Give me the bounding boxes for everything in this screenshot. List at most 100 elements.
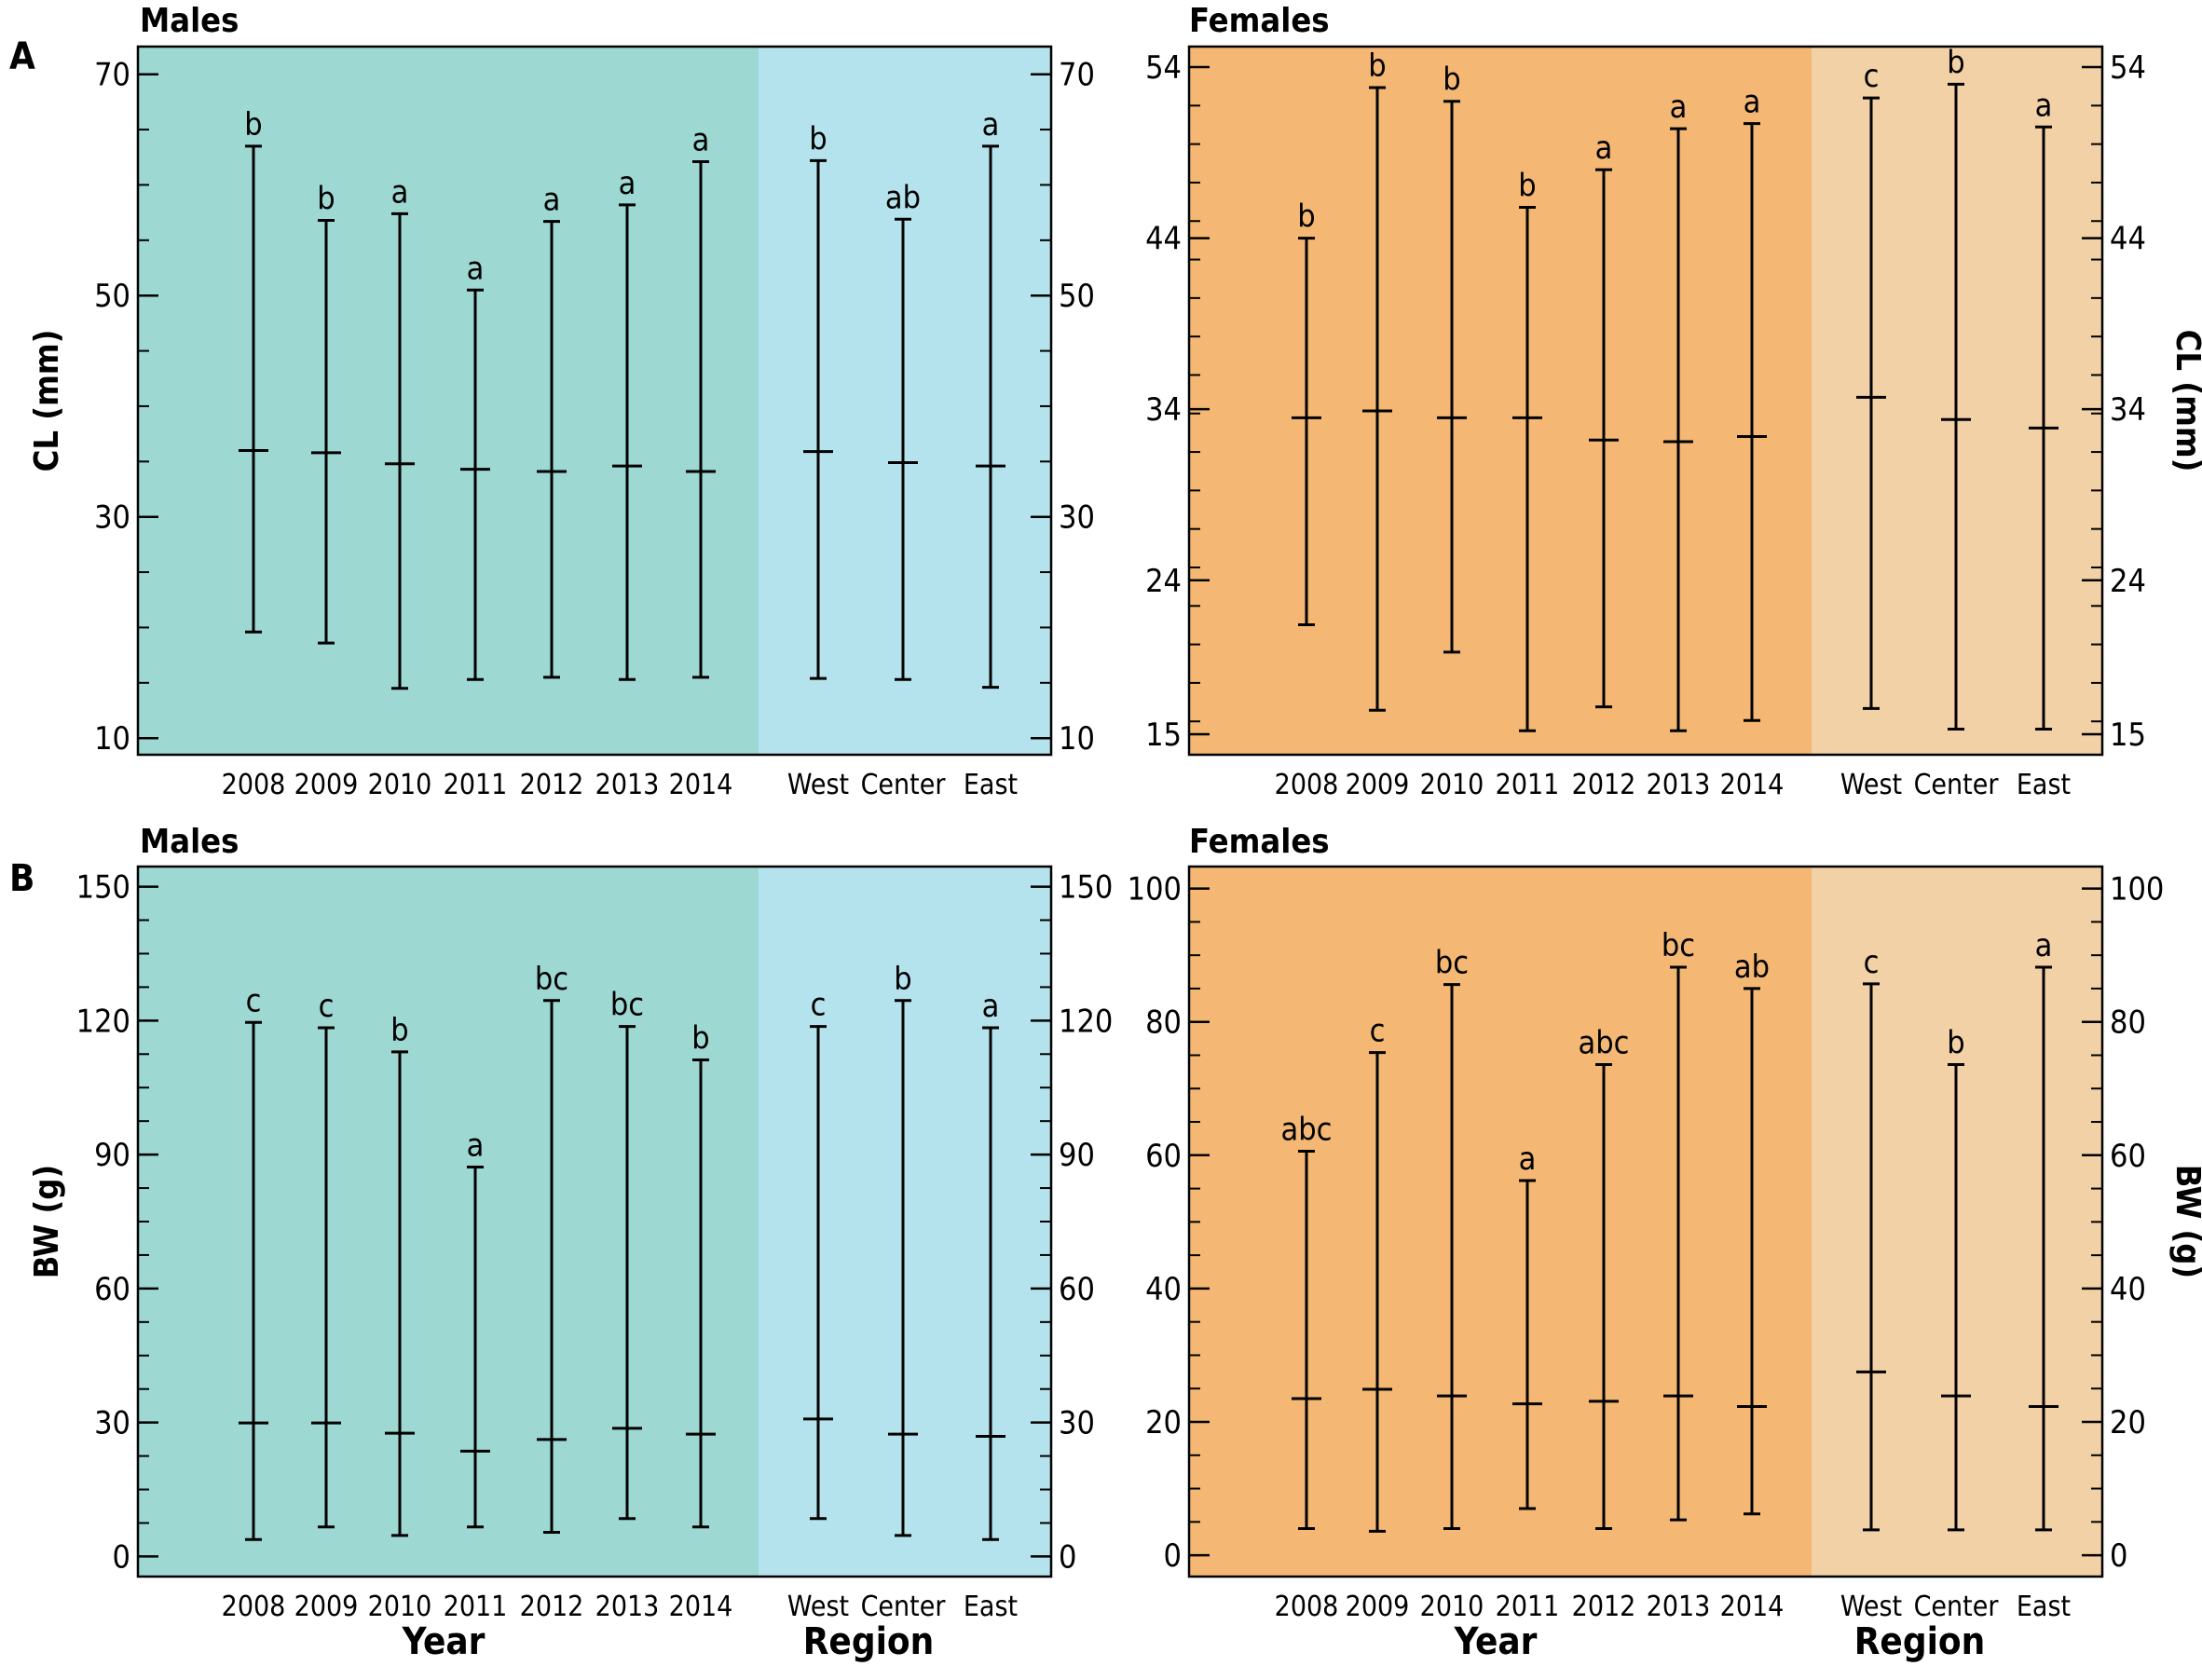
b-males-range-bar-west: c [803,987,833,1521]
chart-a-males: Males 10 10 30 30 50 50 70 70 CL (mm) b 2008 b 2009 a 2… [28,2,1095,801]
b-males-range-bar-2011: a [460,1127,490,1529]
a-males-range-bar-2008: b [239,106,268,634]
a-females-category-label-west: West [1840,769,1902,801]
significance-label: b [244,106,262,143]
b-males-category-label-2009: 2009 [294,1591,359,1623]
b-females-category-label-2009: 2009 [1346,1591,1410,1623]
significance-label: b [1947,1025,1964,1062]
a-females-range-bar-2008: b [1292,198,1321,626]
b-females-category-label-2012: 2012 [1572,1591,1636,1623]
a-males-region-background [759,47,1051,755]
b-males-category-label-2010: 2010 [368,1591,432,1623]
b-males-category-label-center: Center [861,1591,947,1623]
significance-label: c [1864,944,1880,981]
b-females-range-bar-2010: bc [1435,945,1469,1530]
a-males-year-background [138,47,759,755]
b-males-range-bar-2012: bc [535,961,568,1535]
b-females-range-bar-2011: a [1512,1140,1542,1510]
b-males-ytick-label-left: 0 [113,1538,130,1576]
significance-label: c [319,988,335,1025]
significance-label: b [691,1020,709,1058]
b-males-ylabel: BW (g) [28,1165,66,1279]
a-males-category-label-2014: 2014 [669,769,733,801]
a-females-range-bar-2011: b [1512,168,1542,732]
a-males-category-label-2010: 2010 [368,769,432,801]
a-males-ytick-label-left: 10 [94,720,130,758]
chart-b-males: Males 0 0 30 30 60 60 90 90 120 120 150 150 BW (g) c 20… [28,823,1113,1623]
a-females-ytick-label-left: 44 [1145,221,1182,258]
panel-letter-a: A [9,35,35,78]
b-males-region-background [759,867,1051,1577]
b-females-category-label-2010: 2010 [1420,1591,1484,1623]
b-females-ytick-label-right: 0 [2110,1537,2127,1575]
b-males-ytick-label-left: 150 [76,869,130,907]
b-females-range-bar-2013: bc [1662,927,1695,1522]
a-males-ytick-label-right: 70 [1059,57,1095,94]
b-males-ytick-label-left: 30 [94,1405,130,1442]
b-females-category-label-2011: 2011 [1496,1591,1560,1623]
significance-label: c [1864,58,1880,95]
b-females-range-bar-2009: c [1362,1013,1392,1533]
a-males-category-label-2012: 2012 [520,769,584,801]
significance-label: b [1947,44,1964,81]
b-females-year-background [1189,867,1812,1577]
significance-label: a [2035,87,2053,124]
a-females-category-label-2012: 2012 [1572,769,1636,801]
a-males-category-label-2013: 2013 [595,769,660,801]
b-females-category-label-east: East [2017,1591,2071,1623]
b-females-ytick-label-left: 80 [1145,1004,1182,1042]
significance-label: bc [610,987,644,1024]
a-females-category-label-2008: 2008 [1275,769,1339,801]
a-females-category-label-2014: 2014 [1720,769,1785,801]
significance-label: a [1744,84,1761,121]
b-males-ytick-label-left: 120 [76,1003,130,1040]
b-females-ytick-label-left: 100 [1128,871,1182,908]
b-males-range-bar-2009: c [311,988,341,1529]
a-males-plot-frame [136,45,1053,757]
b-males-ytick-label-left: 90 [94,1137,130,1174]
b-females-ytick-label-right: 60 [2110,1138,2146,1175]
significance-label: bc [1662,927,1695,964]
a-females-range-bar-2013: a [1663,89,1693,732]
significance-label: bc [1435,945,1469,982]
a-males-ytick-label-left: 50 [94,278,130,315]
significance-label: a [982,988,1000,1025]
b-males-ytick-label-right: 120 [1059,1003,1113,1040]
a-males-range-bar-2012: a [537,182,567,679]
significance-label: b [1297,198,1315,236]
significance-label: a [2035,927,2053,964]
significance-label: b [1368,48,1386,85]
group-label-year-left: Year [402,1620,486,1663]
significance-label: a [467,250,485,287]
significance-label: a [543,182,561,219]
b-females-range-bar-2008: abc [1281,1112,1332,1530]
b-males-ytick-label-left: 60 [94,1271,130,1308]
a-males-ytick-label-right: 10 [1059,720,1095,758]
a-males-range-bar-west: b [803,120,833,680]
a-males-ytick-label-right: 30 [1059,499,1095,537]
b-females-category-label-2008: 2008 [1275,1591,1339,1623]
a-females-range-bar-2009: b [1362,48,1392,712]
a-males-range-bar-2014: a [686,122,716,679]
a-males-category-label-west: West [787,769,849,801]
a-males-category-label-2009: 2009 [294,769,359,801]
a-females-year-background [1189,47,1812,755]
chart-a-females: Females 15 15 24 24 34 34 44 44 54 54 CL (mm) b 2008 b… [1145,2,2202,801]
a-females-category-label-2010: 2010 [1420,769,1484,801]
b-females-ylabel: BW (g) [2168,1165,2202,1279]
b-males-ytick-label-right: 60 [1059,1271,1095,1308]
a-males-range-bar-east: a [976,106,1005,690]
significance-label: bc [535,961,568,998]
significance-label: a [1595,130,1613,167]
b-males-category-label-2013: 2013 [595,1591,660,1623]
significance-label: c [246,982,262,1019]
significance-label: b [390,1012,408,1049]
a-males-range-bar-2009: b [311,180,341,645]
a-males-category-label-2011: 2011 [444,769,508,801]
b-males-ytick-label-right: 0 [1059,1538,1076,1576]
b-males-category-label-2012: 2012 [520,1591,584,1623]
significance-label: a [1519,1140,1537,1178]
significance-label: c [811,987,827,1024]
a-females-ytick-label-right: 34 [2110,391,2146,429]
